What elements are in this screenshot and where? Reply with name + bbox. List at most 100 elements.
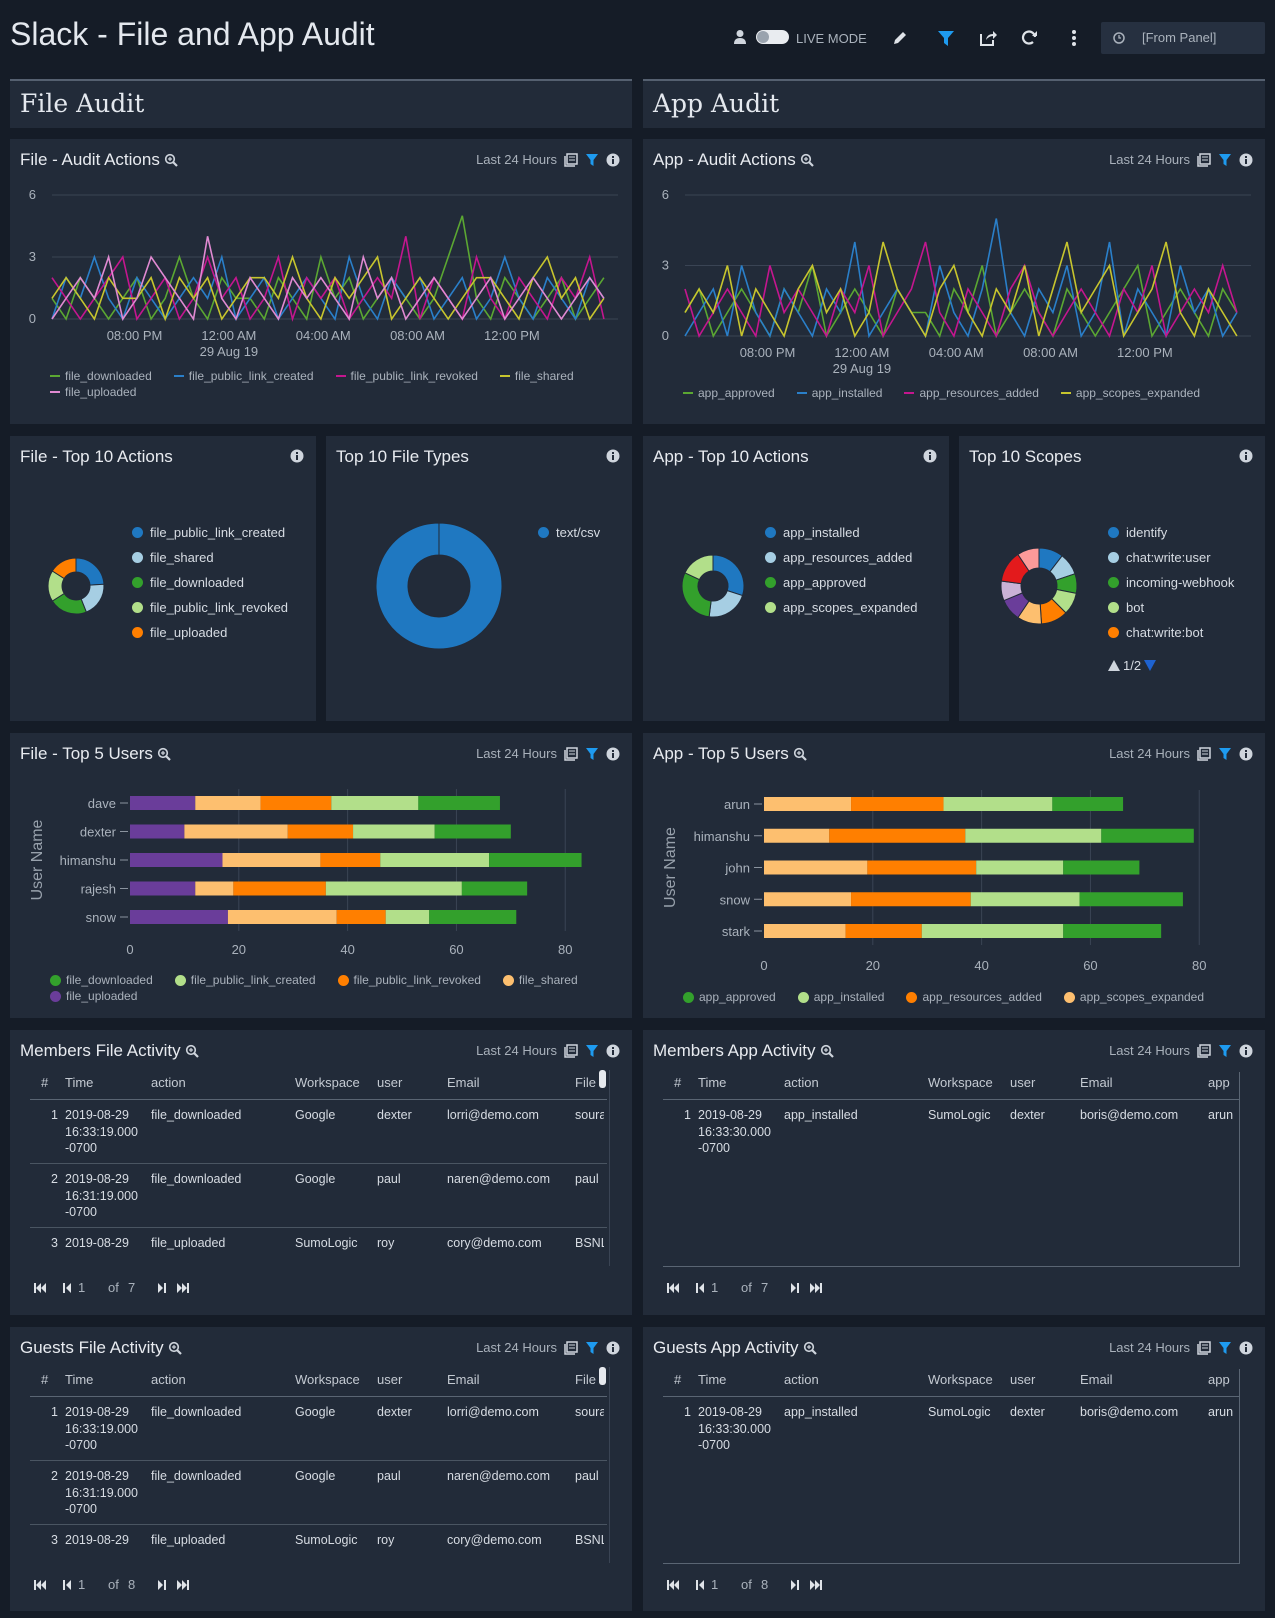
legend-item[interactable]: app_installed xyxy=(765,525,860,540)
panel-filter-icon[interactable] xyxy=(1218,1341,1232,1355)
open-in-search-icon[interactable] xyxy=(564,152,578,167)
pager-next[interactable] xyxy=(791,1282,800,1294)
pager-prev[interactable] xyxy=(696,1579,705,1591)
search-icon[interactable] xyxy=(800,153,814,167)
column-header[interactable]: Time xyxy=(65,1372,94,1387)
column-header[interactable]: action xyxy=(151,1372,186,1387)
filter-icon[interactable] xyxy=(937,30,955,47)
column-header[interactable]: action xyxy=(784,1372,819,1387)
pager-last[interactable] xyxy=(177,1579,190,1591)
column-header[interactable]: Workspace xyxy=(295,1372,360,1387)
column-header[interactable]: # xyxy=(674,1372,682,1387)
column-header[interactable]: Workspace xyxy=(295,1075,360,1090)
time-range[interactable]: Last 24 Hours xyxy=(1109,1340,1190,1355)
share-icon[interactable] xyxy=(979,29,998,47)
open-in-search-icon[interactable] xyxy=(1197,152,1211,167)
column-header[interactable]: Time xyxy=(65,1075,94,1090)
legend-item[interactable]: file_public_link_revoked xyxy=(337,973,481,987)
legend-item[interactable]: file_uploaded xyxy=(132,625,227,640)
legend-item[interactable]: file_public_link_created xyxy=(173,369,314,383)
column-header[interactable]: user xyxy=(1010,1372,1036,1387)
legend-item[interactable]: app_approved xyxy=(683,990,776,1004)
legend-item[interactable]: app_installed xyxy=(797,990,884,1004)
panel-filter-icon[interactable] xyxy=(585,153,599,167)
info-icon[interactable] xyxy=(606,747,620,761)
pager-prev[interactable] xyxy=(63,1282,72,1294)
search-icon[interactable] xyxy=(185,1044,199,1058)
legend-item[interactable]: incoming-webhook xyxy=(1108,575,1234,590)
pager-prev[interactable] xyxy=(63,1579,72,1591)
column-header[interactable]: Time xyxy=(698,1075,727,1090)
column-header[interactable]: Workspace xyxy=(928,1372,993,1387)
panel-filter-icon[interactable] xyxy=(585,747,599,761)
legend-item[interactable]: file_uploaded xyxy=(50,385,136,399)
legend-item[interactable]: chat:write:bot xyxy=(1108,625,1203,640)
time-range[interactable]: Last 24 Hours xyxy=(476,152,557,167)
column-header[interactable]: Email xyxy=(1080,1372,1113,1387)
legend-item[interactable]: file_public_link_created xyxy=(132,525,285,540)
column-header[interactable]: Email xyxy=(1080,1075,1113,1090)
search-icon[interactable] xyxy=(803,1341,817,1355)
open-in-search-icon[interactable] xyxy=(564,1043,578,1058)
column-header[interactable]: Email xyxy=(447,1372,480,1387)
column-header[interactable]: user xyxy=(377,1372,403,1387)
search-icon[interactable] xyxy=(168,1341,182,1355)
live-mode-toggle[interactable] xyxy=(756,30,789,44)
pager-last[interactable] xyxy=(177,1282,190,1294)
column-header[interactable]: Workspace xyxy=(928,1075,993,1090)
legend-item[interactable]: app_approved xyxy=(683,386,775,400)
pager-first[interactable] xyxy=(34,1579,47,1591)
panel-filter-icon[interactable] xyxy=(1218,747,1232,761)
legend-prev[interactable] xyxy=(1108,660,1120,671)
info-icon[interactable] xyxy=(1239,1341,1253,1355)
legend-item[interactable]: identify xyxy=(1108,525,1167,540)
time-range-picker[interactable]: [From Panel] xyxy=(1101,22,1265,54)
search-icon[interactable] xyxy=(164,153,178,167)
legend-next[interactable] xyxy=(1144,660,1157,671)
time-range[interactable]: Last 24 Hours xyxy=(476,1043,557,1058)
pager-next[interactable] xyxy=(158,1282,167,1294)
open-in-search-icon[interactable] xyxy=(1197,1043,1211,1058)
legend-item[interactable]: app_resources_added xyxy=(906,990,1042,1004)
open-in-search-icon[interactable] xyxy=(1197,1340,1211,1355)
column-header[interactable]: action xyxy=(151,1075,186,1090)
legend-item[interactable]: app_resources_added xyxy=(904,386,1039,400)
pager-next[interactable] xyxy=(791,1579,800,1591)
search-icon[interactable] xyxy=(157,747,171,761)
search-icon[interactable] xyxy=(820,1044,834,1058)
open-in-search-icon[interactable] xyxy=(564,746,578,761)
pager-first[interactable] xyxy=(667,1579,680,1591)
legend-item[interactable]: chat:write:user xyxy=(1108,550,1211,565)
legend-item[interactable]: bot xyxy=(1108,600,1144,615)
legend-item[interactable]: text/csv xyxy=(538,525,600,540)
legend-item[interactable]: file_downloaded xyxy=(50,973,153,987)
legend-item[interactable]: file_shared xyxy=(132,550,214,565)
legend-item[interactable]: file_uploaded xyxy=(50,989,137,1003)
legend-item[interactable]: file_downloaded xyxy=(132,575,244,590)
search-icon[interactable] xyxy=(793,747,807,761)
column-header[interactable]: app xyxy=(1208,1372,1230,1387)
info-icon[interactable] xyxy=(606,1341,620,1355)
pager-first[interactable] xyxy=(667,1282,680,1294)
pager-first[interactable] xyxy=(34,1282,47,1294)
legend-item[interactable]: app_scopes_expanded xyxy=(1063,990,1204,1004)
legend-item[interactable]: app_scopes_expanded xyxy=(1060,386,1200,400)
panel-filter-icon[interactable] xyxy=(585,1044,599,1058)
legend-item[interactable]: app_approved xyxy=(765,575,866,590)
column-header[interactable]: Email xyxy=(447,1075,480,1090)
open-in-search-icon[interactable] xyxy=(1197,746,1211,761)
column-header[interactable]: # xyxy=(41,1075,49,1090)
pager-next[interactable] xyxy=(158,1579,167,1591)
time-range[interactable]: Last 24 Hours xyxy=(1109,1043,1190,1058)
pager-prev[interactable] xyxy=(696,1282,705,1294)
info-icon[interactable] xyxy=(290,449,304,463)
info-icon[interactable] xyxy=(1239,153,1253,167)
time-range[interactable]: Last 24 Hours xyxy=(476,746,557,761)
column-header[interactable]: action xyxy=(784,1075,819,1090)
legend-item[interactable]: file_shared xyxy=(502,973,578,987)
info-icon[interactable] xyxy=(923,449,937,463)
edit-icon[interactable] xyxy=(891,29,909,47)
legend-item[interactable]: file_public_link_created xyxy=(174,973,316,987)
column-header[interactable]: # xyxy=(674,1075,682,1090)
legend-item[interactable]: file_downloaded xyxy=(50,369,152,383)
